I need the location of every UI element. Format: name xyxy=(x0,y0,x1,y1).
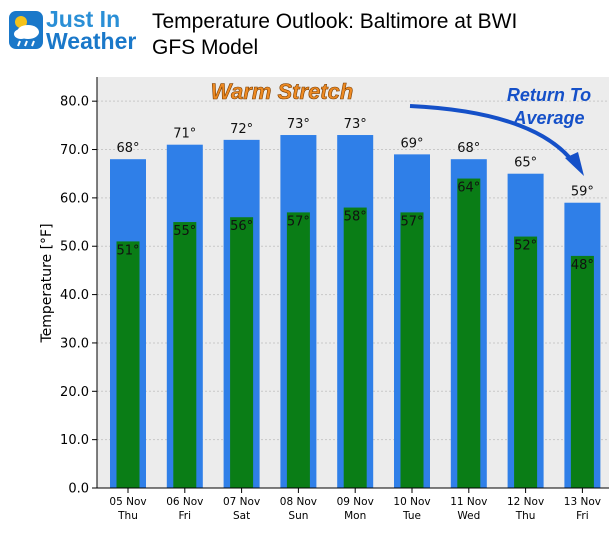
x-tick-label-date: 06 Nov xyxy=(166,496,203,508)
low-temp-bar xyxy=(400,212,424,488)
x-tick-label-day: Tue xyxy=(402,510,421,522)
low-temp-bar xyxy=(230,217,254,489)
curved-arrow-icon xyxy=(409,104,576,165)
high-temp-label: 59° xyxy=(571,185,594,200)
x-tick-label-date: 11 Nov xyxy=(450,496,487,508)
high-temp-label: 73° xyxy=(287,117,310,132)
low-temp-label: 55° xyxy=(173,224,196,239)
x-tick-label-day: Wed xyxy=(457,510,480,522)
x-tick-label-date: 13 Nov xyxy=(564,496,601,508)
warm-stretch-annotation: Warm Stretch xyxy=(211,79,354,104)
y-tick-label: 10.0 xyxy=(60,433,89,448)
x-tick-label-date: 08 Nov xyxy=(280,496,317,508)
y-tick-label: 50.0 xyxy=(60,240,89,255)
y-tick-label: 20.0 xyxy=(60,385,89,400)
bars xyxy=(110,135,601,489)
y-tick-label: 80.0 xyxy=(60,95,89,110)
low-temp-label: 57° xyxy=(287,214,310,229)
low-temp-label: 57° xyxy=(400,214,423,229)
low-temp-bar xyxy=(514,236,538,488)
y-tick-label: 60.0 xyxy=(60,191,89,206)
x-tick-label-date: 05 Nov xyxy=(109,496,146,508)
low-temp-bar xyxy=(570,255,594,488)
x-tick-label-day: Fri xyxy=(179,510,192,522)
high-temp-label: 68° xyxy=(457,141,480,156)
low-temp-label: 58° xyxy=(344,210,367,225)
high-temp-label: 71° xyxy=(173,127,196,142)
x-tick-label-day: Sun xyxy=(288,510,308,522)
x-tick-label-day: Sat xyxy=(233,510,250,522)
page-title: Temperature Outlook: Baltimore at BWI xyxy=(152,10,518,33)
page-subtitle: GFS Model xyxy=(152,36,259,59)
low-temp-bar xyxy=(343,207,367,488)
low-temp-label: 48° xyxy=(571,258,594,273)
low-temp-bar xyxy=(173,222,197,488)
x-tick-label-day: Mon xyxy=(344,510,366,522)
low-temp-bar xyxy=(457,178,481,488)
data-labels: 68° 51° 71° 55° 72° 56° 73° 57° 73° 58° 69° 57° 68° 6… xyxy=(116,117,593,273)
x-tick-label-date: 07 Nov xyxy=(223,496,260,508)
y-tick-label: 70.0 xyxy=(60,143,89,158)
x-tick-label-date: 10 Nov xyxy=(393,496,430,508)
high-temp-label: 65° xyxy=(514,156,537,171)
weather-cloud-icon xyxy=(9,11,43,49)
low-temp-label: 64° xyxy=(457,181,480,196)
x-tick-label-day: Thu xyxy=(117,510,138,522)
y-tick-label: 30.0 xyxy=(60,336,89,351)
return-annotation-line2: Average xyxy=(512,108,584,128)
x-tick-label-day: Thu xyxy=(515,510,536,522)
high-temp-label: 69° xyxy=(400,136,423,151)
y-axis-label: Temperature [°F] xyxy=(39,223,55,343)
axes: 0.0 10.0 20.0 30.0 40.0 50.0 60.0 70.0 80.0 05 No… xyxy=(60,77,609,522)
x-tick-label-date: 12 Nov xyxy=(507,496,544,508)
low-temp-label: 51° xyxy=(116,243,139,258)
high-temp-label: 68° xyxy=(116,141,139,156)
low-temp-bar xyxy=(116,241,140,488)
y-tick-label: 0.0 xyxy=(68,482,89,497)
low-temp-label: 56° xyxy=(230,219,253,234)
high-temp-label: 73° xyxy=(344,117,367,132)
arrow-head-icon xyxy=(565,152,584,176)
high-temp-label: 72° xyxy=(230,122,253,137)
logo-text-line1: Just In xyxy=(46,6,121,32)
x-tick-label-day: Fri xyxy=(576,510,589,522)
low-temp-label: 52° xyxy=(514,239,537,254)
low-temp-bar xyxy=(286,212,310,488)
logo-text-line2: Weather xyxy=(46,28,137,54)
y-tick-label: 40.0 xyxy=(60,288,89,303)
return-annotation-line1: Return To xyxy=(507,85,591,105)
x-tick-label-date: 09 Nov xyxy=(337,496,374,508)
just-in-weather-logo: Just In Weather xyxy=(8,6,150,58)
